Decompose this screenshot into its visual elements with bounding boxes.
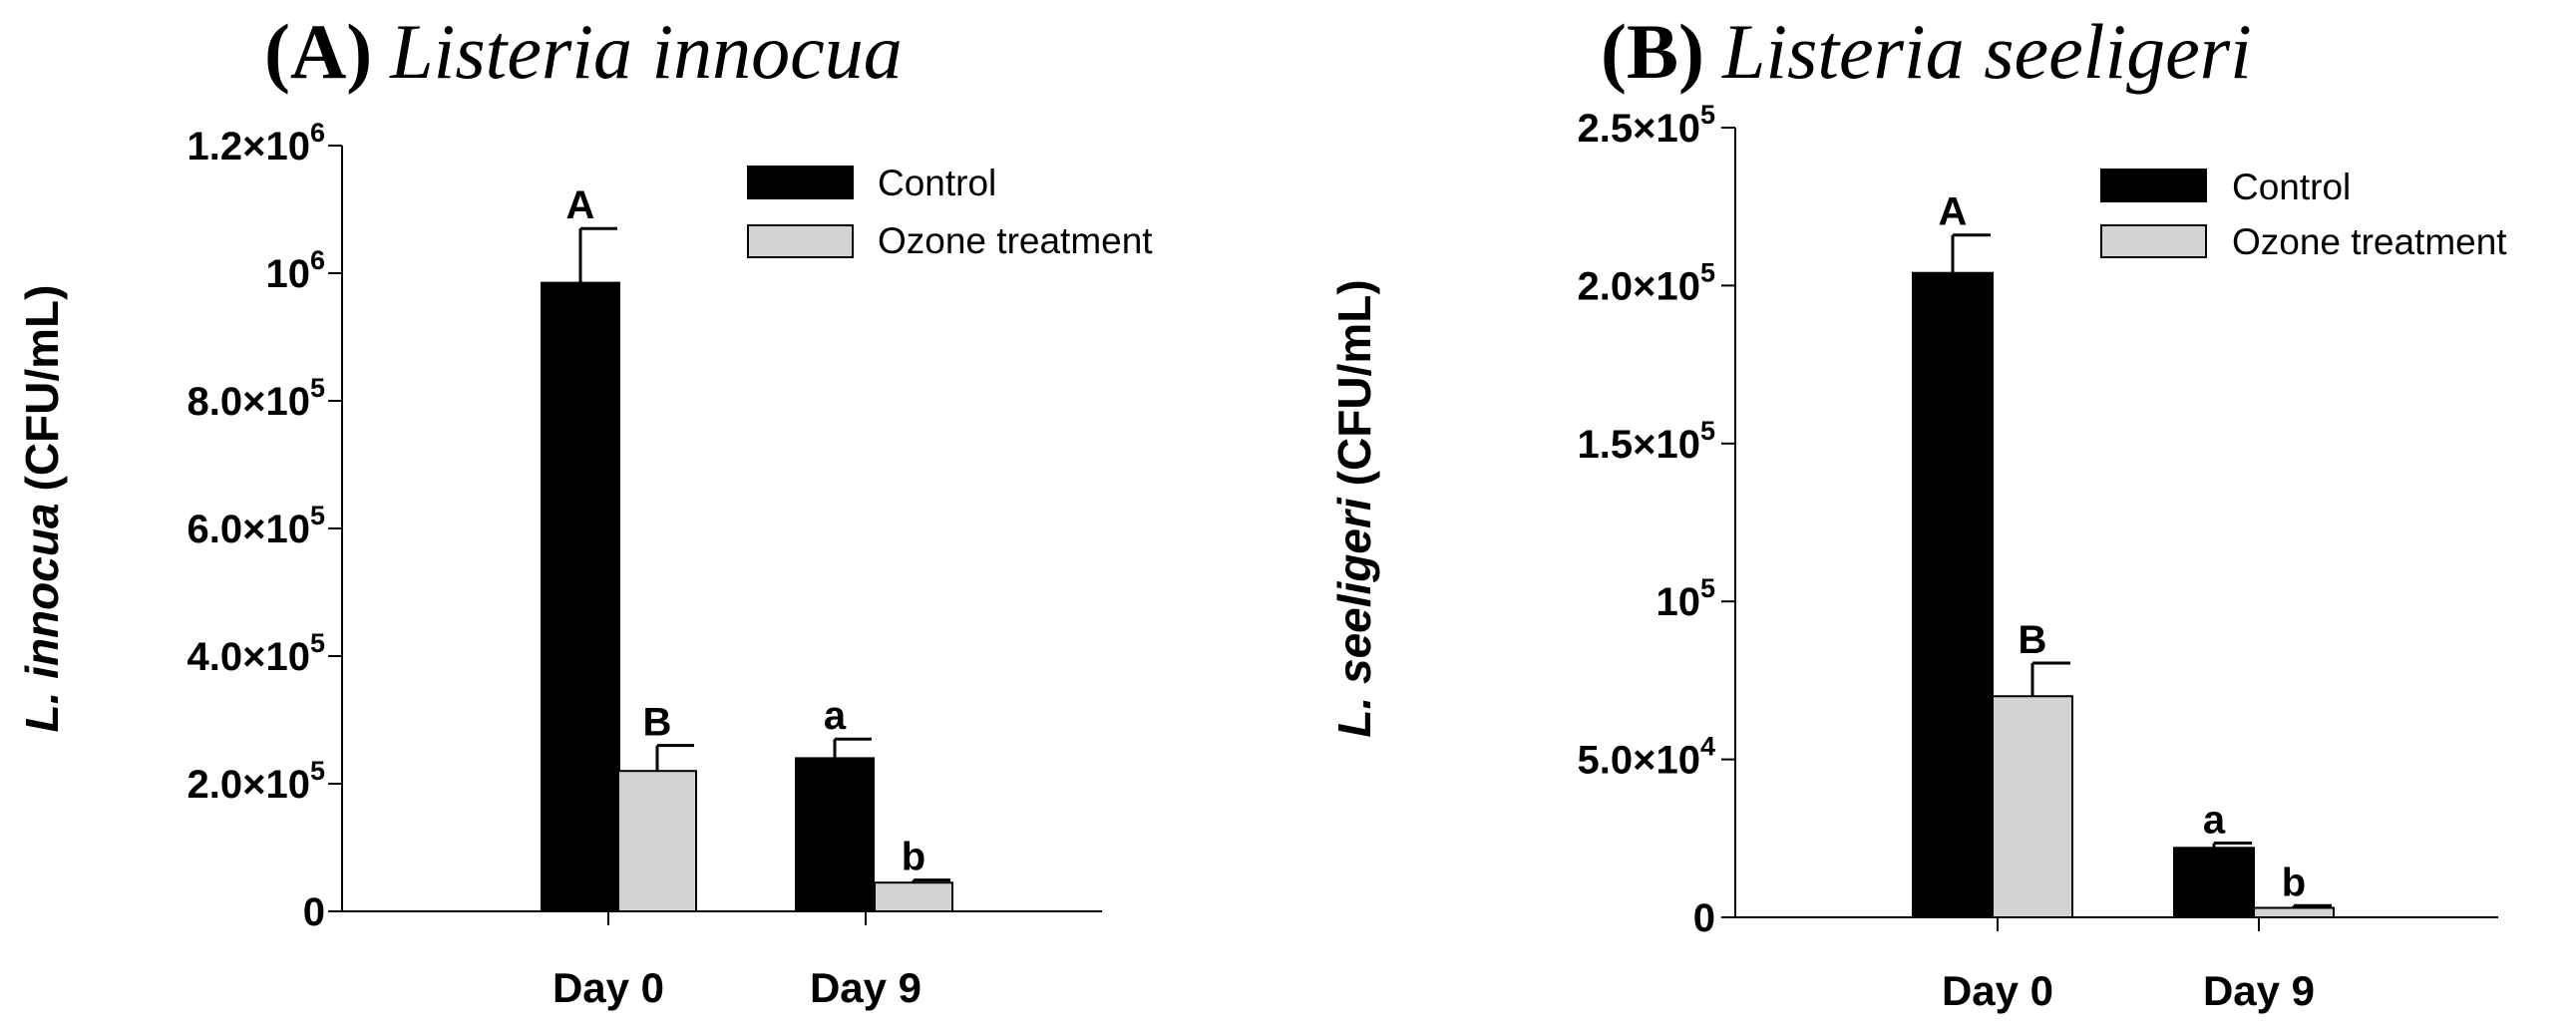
panel-a-bars	[541, 281, 953, 913]
panel-a-y-tick-label: 0	[303, 890, 325, 934]
panel-a-y-tick-label-exponent: 5	[310, 756, 325, 786]
panel-a-y-label-unit: (CFU/mL)	[16, 285, 68, 492]
panel-a-significance-control: a	[824, 694, 847, 738]
panel-a-title: (A) Listeria innocua	[264, 8, 903, 95]
panel-a-y-tick-label-main: 1.2×10	[187, 125, 310, 169]
panel-b-y-tick-label-main: 5.0×10	[1578, 739, 1700, 783]
panel-b-legend-swatch-ozone	[2100, 224, 2207, 258]
panel-a-bar-control	[541, 281, 620, 913]
panel-b-y-tick-label: 0	[1693, 896, 1715, 940]
panel-a: (A) Listeria innocua L. innocua (CFU/mL) 0…	[16, 8, 1153, 1011]
panel-b-significance-control: A	[1939, 190, 1968, 234]
panel-b-y-tick-label-main: 2.5×10	[1578, 107, 1700, 151]
panel-b-x-tick-label: Day 0	[1942, 967, 2053, 1014]
panel-b-bar-control	[2173, 847, 2255, 919]
panel-b-title: (B) Listeria seeligeri	[1601, 8, 2252, 95]
panel-b-y-tick-label: 5.0×104	[1578, 732, 1716, 783]
panel-b-y-tick-label-main: 10	[1656, 580, 1700, 624]
panel-b-y-tick-label: 2.5×105	[1578, 100, 1716, 151]
panel-a-y-tick-label: 106	[265, 245, 325, 296]
panel-b-error-bars	[1951, 233, 2332, 908]
panel-a-y-tick-label: 6.0×105	[187, 501, 326, 551]
panel-b-y-axis-label: L. seeligeri (CFU/mL)	[1328, 279, 1380, 737]
panel-b-x-tick-label: Day 9	[2203, 967, 2315, 1014]
panel-a-y-tick-label-exponent: 5	[310, 373, 325, 403]
panel-a-legend-swatch-ozone	[747, 224, 854, 258]
panel-b-y-tick-label-main: 1.5×10	[1578, 423, 1700, 467]
panel-a-y-tick-label-main: 4.0×10	[187, 635, 310, 679]
panel-a-y-tick-label-main: 8.0×10	[187, 380, 310, 424]
panel-a-y-tick-label-main: 10	[265, 252, 310, 296]
panel-a-y-tick-label-exponent: 6	[310, 245, 325, 275]
panel-a-y-tick-label-exponent: 5	[310, 501, 325, 530]
panel-a-significance-labels: Aa Bb	[566, 183, 926, 878]
panel-b-y-tick-label-exponent: 5	[1700, 257, 1715, 287]
panel-a-title-letter: (A)	[264, 8, 372, 95]
panel-b-bars	[1912, 271, 2335, 919]
panel-a-legend: Control Ozone treatment	[747, 163, 1153, 261]
panel-b-significance-control: a	[2203, 799, 2226, 843]
panel-a-x-tick-label: Day 0	[552, 964, 664, 1011]
panel-b-y-tick-label-exponent: 4	[1700, 732, 1715, 762]
panel-a-y-label-species: L. innocua	[16, 503, 68, 732]
panel-b-title-letter: (B)	[1601, 8, 1704, 95]
panel-b-y-tick-label-exponent: 5	[1700, 100, 1715, 130]
panel-a-y-axis-label: L. innocua (CFU/mL)	[16, 285, 68, 733]
panel-a-legend-swatch-control	[747, 166, 854, 199]
panel-a-y-tick-label: 1.2×106	[187, 118, 326, 169]
panel-b-legend: Control Ozone treatment	[2100, 167, 2507, 262]
panel-a-y-tick-label-exponent: 6	[310, 118, 325, 148]
panel-a-title-species: Listeria innocua	[389, 8, 903, 95]
panel-a-y-tick-label: 8.0×105	[187, 373, 326, 424]
panel-b-x-ticks: Day 0 Day 9	[1942, 917, 2315, 1014]
panel-a-y-tick-label-main: 0	[303, 890, 325, 934]
panel-a-y-tick-label-main: 2.0×10	[187, 763, 310, 807]
panel-b-significance-ozone: B	[2019, 618, 2047, 662]
panel-b-title-species: Listeria seeligeri	[1721, 8, 2252, 95]
panel-b-legend-swatch-control	[2100, 169, 2207, 202]
panel-a-significance-ozone: B	[643, 701, 672, 745]
panel-b-y-tick-label: 2.0×105	[1578, 257, 1716, 308]
panel-b: (B) Listeria seeligeri L. seeligeri (CFU/m…	[1328, 8, 2507, 1014]
panel-a-y-tick-label: 2.0×105	[187, 756, 326, 807]
panel-b-y-tick-label: 1.5×105	[1578, 416, 1716, 467]
panel-b-y-label-unit: (CFU/mL)	[1328, 279, 1380, 486]
panel-b-bar-control	[1912, 271, 1994, 918]
panel-b-significance-ozone: b	[2282, 860, 2306, 904]
panel-b-y-tick-label: 105	[1656, 573, 1715, 624]
panel-b-y-label-species: L. seeligeri	[1328, 497, 1380, 738]
panel-b-legend-label-control: Control	[2232, 167, 2351, 207]
panel-a-x-ticks: Day 0 Day 9	[552, 911, 921, 1011]
panel-a-bar-ozone	[617, 770, 697, 913]
panel-a-y-tick-label: 4.0×105	[187, 628, 326, 679]
panel-b-y-tick-label-exponent: 5	[1700, 573, 1715, 603]
panel-b-significance-labels: Aa Bb	[1939, 190, 2307, 905]
panel-a-x-tick-label: Day 9	[810, 964, 921, 1011]
panel-a-legend-label-control: Control	[878, 163, 996, 203]
panel-a-y-tick-label-exponent: 5	[310, 628, 325, 658]
panel-a-y-tick-label-main: 6.0×10	[187, 508, 310, 551]
panel-b-y-tick-label-main: 2.0×10	[1578, 264, 1700, 308]
panel-b-bar-ozone	[1992, 695, 2073, 918]
panel-b-y-tick-label-exponent: 5	[1700, 416, 1715, 446]
panel-a-significance-ozone: b	[902, 836, 925, 879]
panel-b-bar-ozone	[2253, 906, 2335, 918]
panel-b-y-tick-label-main: 0	[1693, 896, 1715, 940]
panel-a-bar-ozone	[874, 881, 953, 913]
panel-b-legend-label-ozone: Ozone treatment	[2232, 221, 2507, 262]
panel-a-error-bars	[578, 226, 950, 883]
panel-a-bar-control	[795, 757, 875, 913]
panel-a-significance-control: A	[566, 183, 595, 227]
panel-a-legend-label-ozone: Ozone treatment	[878, 220, 1153, 261]
